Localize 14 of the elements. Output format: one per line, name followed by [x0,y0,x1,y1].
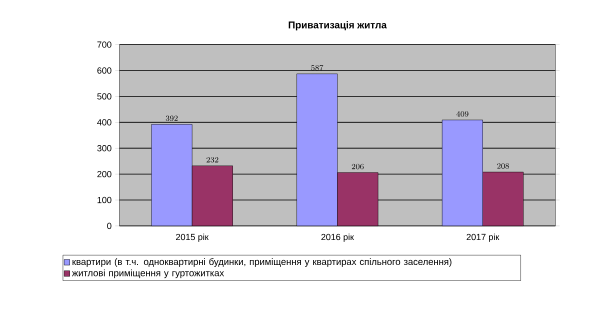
chart-title: Приватизація житла [288,21,387,30]
x-tick-label: 2016 рік [321,234,354,242]
y-tick-label: 200 [97,170,112,178]
y-tick-label: 700 [97,41,112,48]
y-tick-label: 300 [97,145,112,152]
y-tick-label: 100 [98,196,112,204]
x-tick-label: 2017 рік [466,234,500,242]
y-tick-label: 0 [107,222,112,230]
y-tick-label: 600 [97,67,112,74]
y-tick-label: 500 [97,93,112,100]
legend-label: житлові приміщення у гуртожитках [72,269,224,278]
legend-label: квартири (в т.ч. одноквартирні будинки, приміщення у квартирах спільного заселення) [72,258,452,267]
x-tick-label: 2015 рік [176,234,209,242]
y-tick-label: 400 [97,119,112,126]
